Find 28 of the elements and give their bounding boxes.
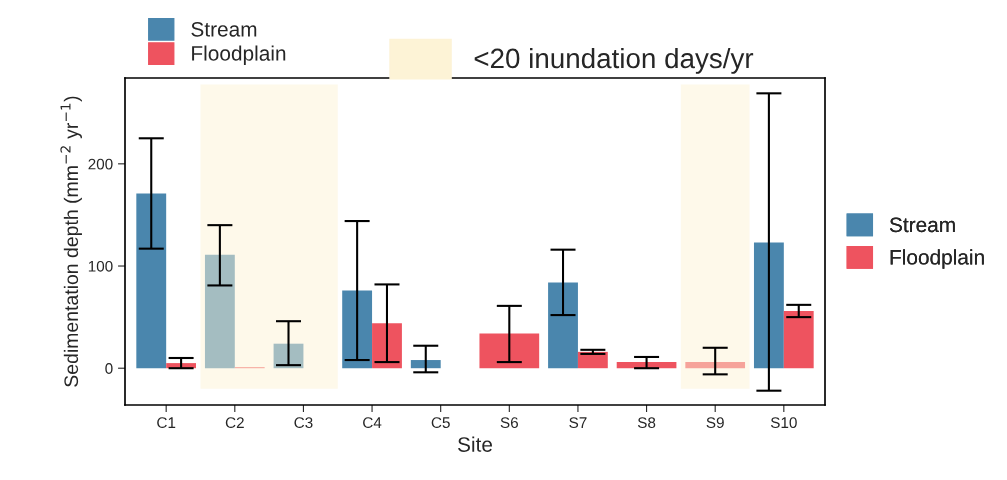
bar <box>204 254 235 369</box>
y-tick-label: 100 <box>88 260 113 272</box>
x-tick-label: S8 <box>637 417 656 429</box>
x-tick-label: C1 <box>157 417 176 429</box>
x-tick-label: C5 <box>431 417 450 429</box>
bar <box>342 290 373 369</box>
legend-label: Stream <box>889 217 955 233</box>
x-tick-label: C2 <box>225 417 244 429</box>
y-tick-label: 200 <box>88 158 113 170</box>
x-tick-label: S10 <box>770 417 797 429</box>
x-tick-label: C3 <box>294 417 313 429</box>
legend-label: Floodplain <box>890 249 984 269</box>
x-tick-label: C4 <box>363 417 382 429</box>
bar <box>548 282 578 369</box>
x-axis-title: Site <box>458 436 493 452</box>
text: Stream <box>191 21 257 37</box>
y-tick-label: 0 <box>105 363 113 374</box>
x-tick-label: S6 <box>500 417 518 429</box>
bar <box>410 360 441 369</box>
bar <box>753 242 784 369</box>
bar <box>783 310 814 369</box>
text: Floodplain <box>192 45 286 65</box>
x-tick-label: S9 <box>706 417 724 429</box>
y-axis-title: Sedimentation depth (mm$^{−2}$ yr$^{−1}$) <box>60 96 82 387</box>
bar <box>372 323 402 369</box>
x-tick-label: S7 <box>569 417 587 429</box>
legend-label: <20 inundation days/yr <box>474 47 754 74</box>
bar <box>136 193 167 369</box>
